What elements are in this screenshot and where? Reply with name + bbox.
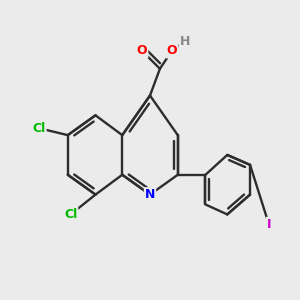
Text: I: I	[267, 218, 271, 231]
Text: O: O	[167, 44, 177, 57]
Text: N: N	[145, 188, 155, 201]
Text: H: H	[179, 34, 190, 47]
Text: O: O	[137, 44, 147, 57]
Text: Cl: Cl	[64, 208, 77, 221]
Text: Cl: Cl	[32, 122, 46, 135]
